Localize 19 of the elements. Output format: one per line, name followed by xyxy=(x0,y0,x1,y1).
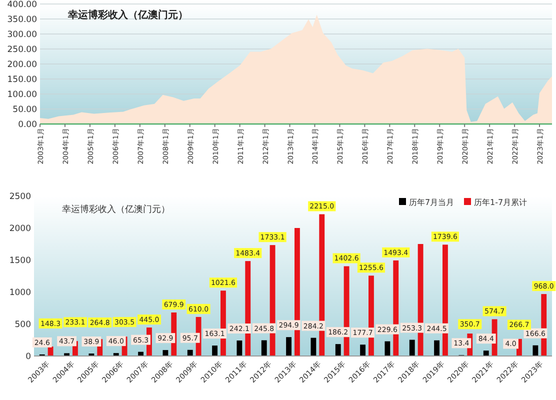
y-tick-label: 0.00 xyxy=(18,120,37,130)
y-tick-label: 2000 xyxy=(9,224,31,234)
legend-label: 历年1-7月累计 xyxy=(474,198,528,207)
y-tick-label: 2500 xyxy=(9,192,31,202)
y-tick-label: 1000 xyxy=(9,288,31,298)
y-tick-label: 250.00 xyxy=(7,45,37,55)
y-tick-label: 150.00 xyxy=(7,75,37,85)
y-tick-label: 1500 xyxy=(9,256,31,266)
y-tick-label: 50.00 xyxy=(12,105,37,115)
y-tick-label: 100.00 xyxy=(7,90,37,100)
y-tick-label: 300.00 xyxy=(7,30,37,40)
text: 幸运博彩收入（亿澳门元） xyxy=(67,9,188,21)
text: 幸运博彩收入（亿澳门元） xyxy=(62,204,170,215)
y-tick-label: 350.00 xyxy=(7,15,37,25)
legend-label: 历年7月当月 xyxy=(409,198,454,207)
y-tick-label: 500 xyxy=(14,320,31,330)
y-tick-label: 0 xyxy=(26,352,31,362)
y-tick-label: 200.00 xyxy=(7,60,37,70)
y-tick-label: 400.00 xyxy=(7,0,37,10)
